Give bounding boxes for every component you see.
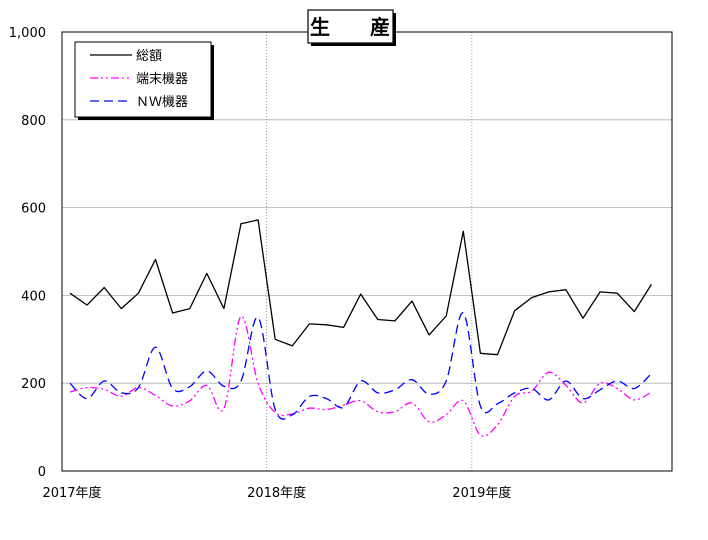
series-line-2 — [69, 312, 652, 420]
x-tick-label: 2018年度 — [247, 485, 306, 501]
title-box: 生 産 — [307, 9, 400, 46]
legend-label-1: 端末機器 — [136, 72, 188, 87]
x-tick-label: 2019年度 — [452, 485, 511, 501]
legend-label-2: ＮＷ機器 — [136, 95, 188, 110]
x-tick-label: 2017年度 — [42, 485, 101, 501]
chart-title: 生 産 — [310, 15, 400, 39]
y-tick-label: 800 — [21, 114, 46, 129]
y-tick-label: 0 — [38, 465, 46, 480]
y-tick-label: 600 — [21, 202, 46, 217]
legend-label-0: 総額 — [136, 49, 162, 64]
series-line-1 — [69, 315, 652, 437]
series-layer — [69, 219, 652, 437]
x-axis-ticks: 2017年度 2018年度 2019年度 — [42, 485, 511, 501]
series-line-0 — [69, 219, 652, 356]
y-tick-label: 1,000 — [9, 26, 46, 41]
y-tick-label: 200 — [21, 377, 46, 392]
y-tick-label: 400 — [21, 289, 46, 304]
y-axis-ticks: 0 200 400 600 800 1,000 — [9, 26, 46, 480]
